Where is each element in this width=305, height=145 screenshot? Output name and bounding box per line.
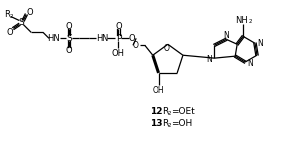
Text: N: N xyxy=(247,59,253,68)
Text: O: O xyxy=(66,46,72,55)
Text: N: N xyxy=(206,55,212,64)
Text: N: N xyxy=(223,31,229,40)
Text: R: R xyxy=(162,119,168,128)
Text: P: P xyxy=(116,34,121,43)
Text: O: O xyxy=(27,8,34,17)
Text: =OEt: =OEt xyxy=(171,107,195,116)
Text: OH: OH xyxy=(153,86,164,95)
Text: H: H xyxy=(97,34,103,43)
Text: 2: 2 xyxy=(249,19,253,24)
Text: OH: OH xyxy=(112,49,125,58)
Text: HN: HN xyxy=(48,34,60,43)
Text: NH: NH xyxy=(235,16,248,25)
Text: N: N xyxy=(257,39,263,48)
Text: 2: 2 xyxy=(10,13,13,19)
Text: 2: 2 xyxy=(168,123,171,128)
Text: O: O xyxy=(164,44,170,53)
Text: S: S xyxy=(66,34,72,43)
Text: R: R xyxy=(5,10,10,19)
Text: S: S xyxy=(18,18,24,27)
Text: O: O xyxy=(133,41,139,50)
Text: O: O xyxy=(129,34,135,43)
Text: =OH: =OH xyxy=(171,119,192,128)
Text: 13: 13 xyxy=(150,119,163,128)
Text: O: O xyxy=(115,22,122,31)
Text: O: O xyxy=(66,22,72,31)
Text: R: R xyxy=(162,107,168,116)
Text: 12: 12 xyxy=(150,107,163,116)
Text: O: O xyxy=(6,28,13,37)
Text: N: N xyxy=(102,34,108,43)
Text: 2: 2 xyxy=(168,111,171,116)
